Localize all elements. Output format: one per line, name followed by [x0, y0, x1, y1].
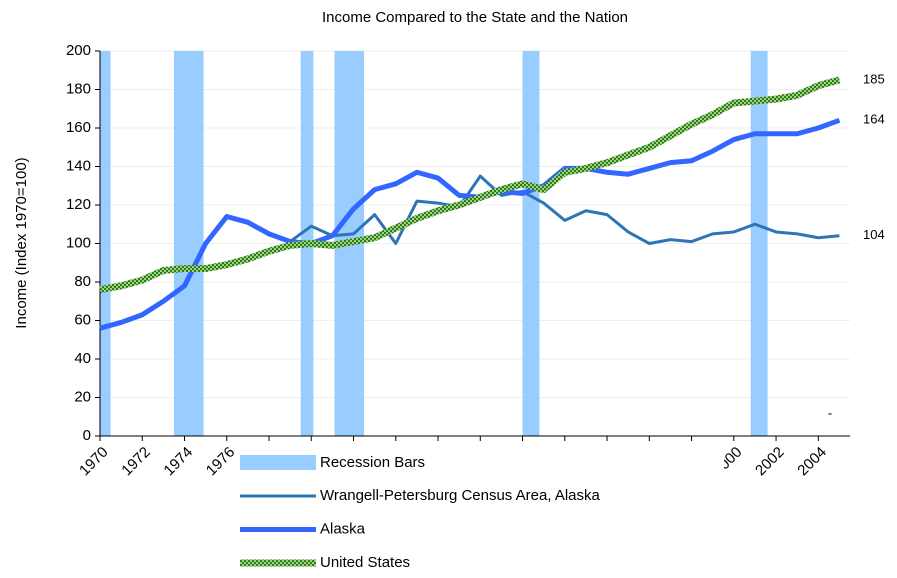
legend-label: Alaska: [320, 520, 366, 537]
y-tick-label: 200: [66, 42, 91, 59]
x-tick-label: 1974: [161, 444, 197, 480]
end-label: 164: [863, 112, 885, 127]
x-tick-label: 2002: [752, 444, 788, 480]
legend-label: Recession Bars: [320, 454, 425, 471]
series-line: [99, 117, 841, 331]
recession-bar: [522, 51, 540, 436]
recession-bar: [100, 51, 111, 436]
legend-label: Wrangell-Petersburg Census Area, Alaska: [320, 487, 601, 504]
x-tick-label: 1970: [76, 444, 112, 480]
y-tick-label: 40: [74, 350, 91, 367]
legend-swatch: [240, 455, 316, 470]
recession-bar: [173, 51, 204, 436]
y-tick-label: 160: [66, 119, 91, 136]
series-line: [99, 76, 841, 294]
chart-title: Income Compared to the State and the Nat…: [322, 9, 628, 26]
y-tick-label: 80: [74, 273, 91, 290]
y-tick-label: 140: [66, 157, 91, 174]
y-tick-label: 120: [66, 196, 91, 213]
annotation: -: [828, 405, 832, 420]
y-tick-label: 60: [74, 311, 91, 328]
y-tick-label: 180: [66, 80, 91, 97]
end-label: 104: [863, 227, 885, 242]
y-tick-label: 100: [66, 234, 91, 251]
x-tick-label: 1976: [203, 444, 239, 480]
y-tick-label: 0: [83, 427, 91, 444]
y-axis-label: Income (Index 1970=100): [13, 157, 30, 328]
y-tick-label: 20: [74, 388, 91, 405]
end-label: 185: [863, 71, 885, 86]
x-tick-label: 1972: [118, 444, 154, 480]
legend-label: United States: [320, 554, 410, 571]
recession-bar: [750, 51, 768, 436]
x-tick-label: 2004: [794, 444, 830, 480]
